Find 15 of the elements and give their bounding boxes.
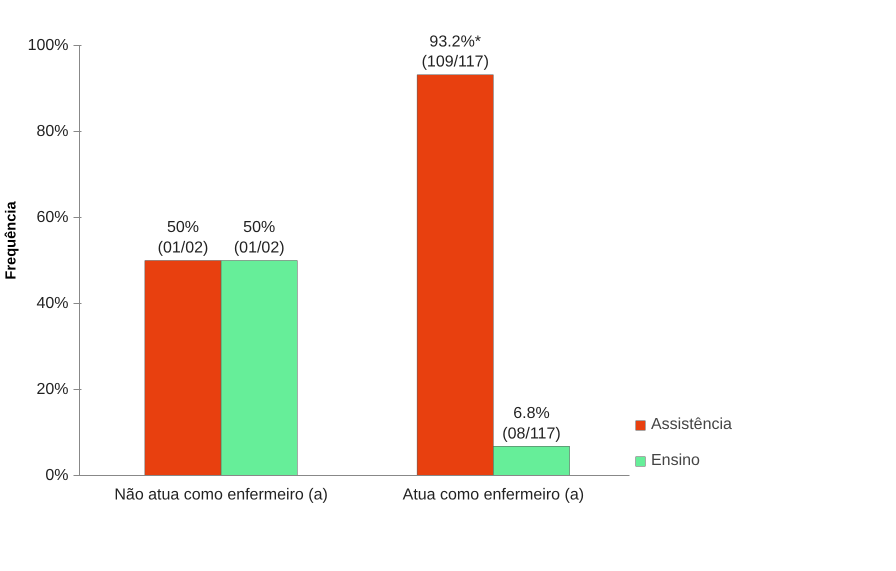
y-tick-label: 60% [36,209,69,226]
y-tick-label: 100% [28,37,68,54]
data-label: 93.2%* (109/117) [422,33,489,71]
y-axis-title: Frequência [4,200,20,280]
data-label: 50% (01/02) [234,219,285,256]
y-tick-label: 40% [36,295,69,312]
y-tick-label: 0% [45,467,68,484]
legend-label: Assistência [651,416,732,434]
data-label: 6.8% (08/117) [502,404,561,442]
data-label: 50% (01/02) [158,219,208,256]
x-tick-label: Atua como enfermeiro (a) [402,486,584,504]
y-tick-label: 20% [36,381,69,398]
y-tick-label: 80% [36,123,69,140]
legend-label: Ensino [651,452,700,470]
x-tick-label: Não atua como enfermeiro (a) [114,486,328,504]
